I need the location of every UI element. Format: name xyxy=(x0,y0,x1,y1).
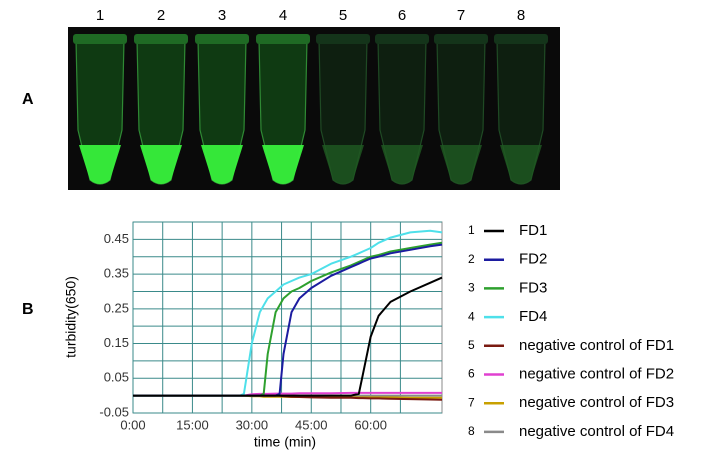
tube-cap xyxy=(375,34,429,44)
legend-label: FD4 xyxy=(519,308,547,325)
legend-number: 8 xyxy=(468,424,475,438)
legend-label: negative control of FD3 xyxy=(519,394,674,411)
tube-cap xyxy=(195,34,249,44)
legend-number: 5 xyxy=(468,338,475,352)
x-tick-label: 15:00 xyxy=(176,417,209,432)
tube-label: 1 xyxy=(96,7,104,24)
tube-liquid xyxy=(201,145,243,184)
panel-label: A xyxy=(22,91,34,108)
legend-label: FD1 xyxy=(519,222,547,239)
legend-number: 6 xyxy=(468,367,475,381)
tube-liquid xyxy=(79,145,121,184)
y-tick-label: 0.15 xyxy=(104,335,129,350)
legend-label: negative control of FD1 xyxy=(519,337,674,354)
series-line xyxy=(133,276,443,397)
tube-label: 8 xyxy=(517,7,525,24)
tube-label: 5 xyxy=(339,7,347,24)
tube-cap xyxy=(434,34,488,44)
legend-number: 2 xyxy=(468,252,475,266)
tube-liquid xyxy=(440,145,482,184)
tube-liquid xyxy=(381,145,423,184)
x-tick-label: 60:00 xyxy=(354,417,387,432)
legend-number: 4 xyxy=(468,309,475,323)
tube-cap xyxy=(73,34,127,44)
y-tick-label: 0.45 xyxy=(104,231,129,246)
tube-liquid xyxy=(322,145,364,184)
tube-label: 6 xyxy=(398,7,406,24)
y-axis-label: turbidity(650) xyxy=(63,276,79,358)
tube-label: 4 xyxy=(279,7,287,24)
tube-label: 2 xyxy=(157,7,165,24)
tube-label: 3 xyxy=(218,7,226,24)
y-tick-label: -0.05 xyxy=(99,404,129,419)
tube-cap xyxy=(134,34,188,44)
tube-liquid xyxy=(500,145,542,184)
legend-number: 1 xyxy=(468,223,475,237)
legend-label: negative control of FD2 xyxy=(519,365,674,382)
x-tick-label: 30:00 xyxy=(236,417,269,432)
tube-label: 7 xyxy=(457,7,465,24)
panel-label: B xyxy=(22,301,34,318)
x-axis-label: time (min) xyxy=(254,434,316,450)
legend-number: 3 xyxy=(468,281,475,295)
x-tick-label: 45:00 xyxy=(295,417,328,432)
tube-liquid xyxy=(262,145,304,184)
legend-label: FD2 xyxy=(519,251,547,268)
y-tick-label: 0.35 xyxy=(104,266,129,281)
tube-cap xyxy=(494,34,548,44)
plot: 0:00 15:00 30:00 45:00 60:00 0.45 0.35 0.25 0.15… xyxy=(99,221,443,432)
y-tick-label: 0.25 xyxy=(104,300,129,315)
legend-label: negative control of FD4 xyxy=(519,423,674,440)
x-tick-label: 0:00 xyxy=(120,417,145,432)
tubes: 1 2 3 4 5 6 7 8 xyxy=(73,7,548,185)
tube-cap xyxy=(256,34,310,44)
series-line xyxy=(133,229,443,397)
legend-label: FD3 xyxy=(519,279,547,296)
tube-liquid xyxy=(140,145,182,184)
y-tick-label: 0.05 xyxy=(104,370,129,385)
tube-cap xyxy=(316,34,370,44)
legend-number: 7 xyxy=(468,395,475,409)
